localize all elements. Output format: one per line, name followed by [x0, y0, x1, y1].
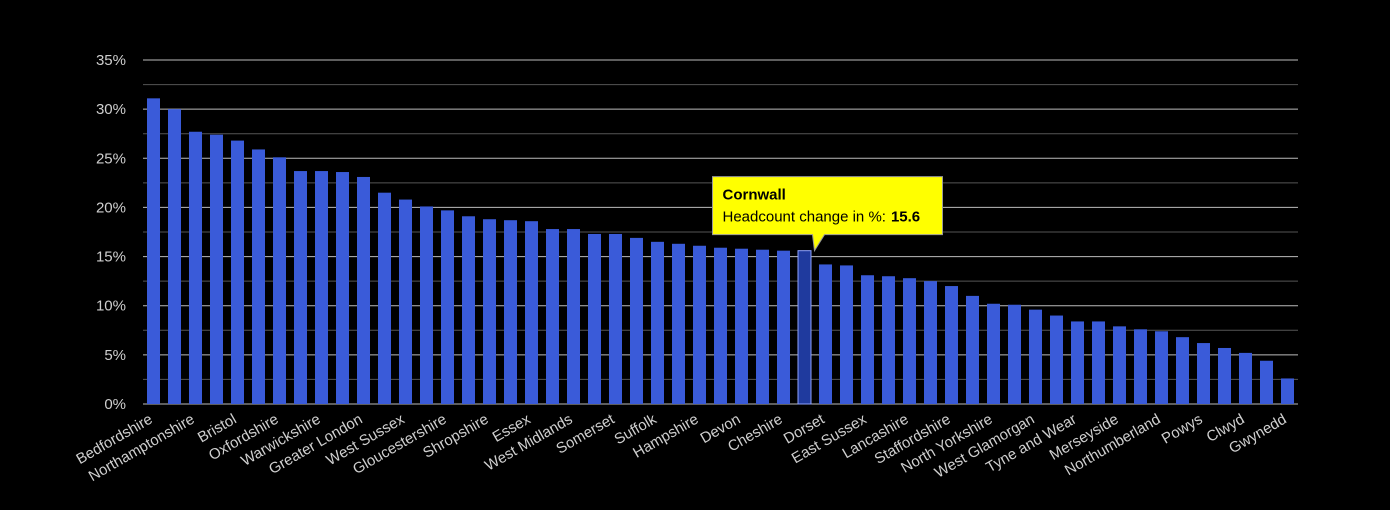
- bar: [882, 276, 895, 404]
- bar: [819, 264, 832, 404]
- bar: [1218, 347, 1231, 404]
- bar: [672, 243, 685, 404]
- bar: [1260, 360, 1273, 404]
- tooltip-label: Headcount change in %:: [723, 209, 886, 226]
- bar: [987, 303, 1000, 404]
- bar: [609, 233, 622, 404]
- highlighted-bar: [797, 250, 812, 405]
- bar: [588, 233, 601, 404]
- y-tick-label: 5%: [104, 347, 126, 364]
- bar: [462, 216, 475, 404]
- bar: [1092, 321, 1105, 404]
- bar: [273, 157, 286, 404]
- bar: [1071, 321, 1084, 404]
- tooltip: Cornwall Headcount change in %: 15.6: [712, 176, 943, 253]
- bar: [1008, 304, 1021, 404]
- bar: [966, 295, 979, 404]
- bar: [483, 219, 496, 404]
- bar: [714, 247, 727, 404]
- y-tick-label: 15%: [96, 249, 126, 266]
- bar: [630, 237, 643, 404]
- bar: [651, 241, 664, 404]
- bar: [1239, 352, 1252, 404]
- bar: [1029, 309, 1042, 404]
- bar: [210, 134, 223, 404]
- tooltip-title: Cornwall: [723, 187, 786, 204]
- bar: [378, 192, 391, 404]
- bar: [357, 176, 370, 404]
- tooltip-value: 15.6: [891, 209, 920, 226]
- bar: [168, 109, 181, 405]
- bar: [336, 172, 349, 404]
- tooltip-box: [712, 176, 943, 253]
- bar: [1113, 326, 1126, 404]
- y-tick-label: 0%: [104, 396, 126, 413]
- bar: [903, 278, 916, 404]
- bar: [420, 206, 433, 404]
- bar: [525, 221, 538, 404]
- bar: [1134, 329, 1147, 404]
- bar: [294, 171, 307, 404]
- tooltip-text: Headcount change in %: 15.6: [723, 209, 921, 226]
- bar: [1176, 337, 1189, 404]
- bar: [231, 140, 244, 404]
- bar: [924, 281, 937, 404]
- bar: [1197, 343, 1210, 404]
- bar: [945, 286, 958, 404]
- y-tick-label: 25%: [96, 150, 126, 167]
- bar: [861, 275, 874, 404]
- bar: [735, 248, 748, 404]
- bar: [252, 149, 265, 404]
- bar: [315, 171, 328, 404]
- bar: [1050, 315, 1063, 404]
- bar: [756, 249, 769, 404]
- y-tick-label: 10%: [96, 298, 126, 315]
- bar: [777, 250, 790, 404]
- bar: [189, 131, 202, 404]
- bar: [504, 220, 517, 404]
- bar: [1155, 331, 1168, 404]
- y-tick-label: 20%: [96, 199, 126, 216]
- bar: [147, 98, 160, 405]
- bar: [399, 199, 412, 404]
- y-tick-label: 35%: [96, 52, 126, 69]
- bar: [1281, 378, 1294, 404]
- y-tick-label: 30%: [96, 101, 126, 118]
- x-tick-label: Powys: [1159, 411, 1206, 448]
- bar: [441, 210, 454, 404]
- bar: [567, 229, 580, 404]
- bar: [693, 245, 706, 404]
- bar: [840, 265, 853, 404]
- bar: [546, 229, 559, 404]
